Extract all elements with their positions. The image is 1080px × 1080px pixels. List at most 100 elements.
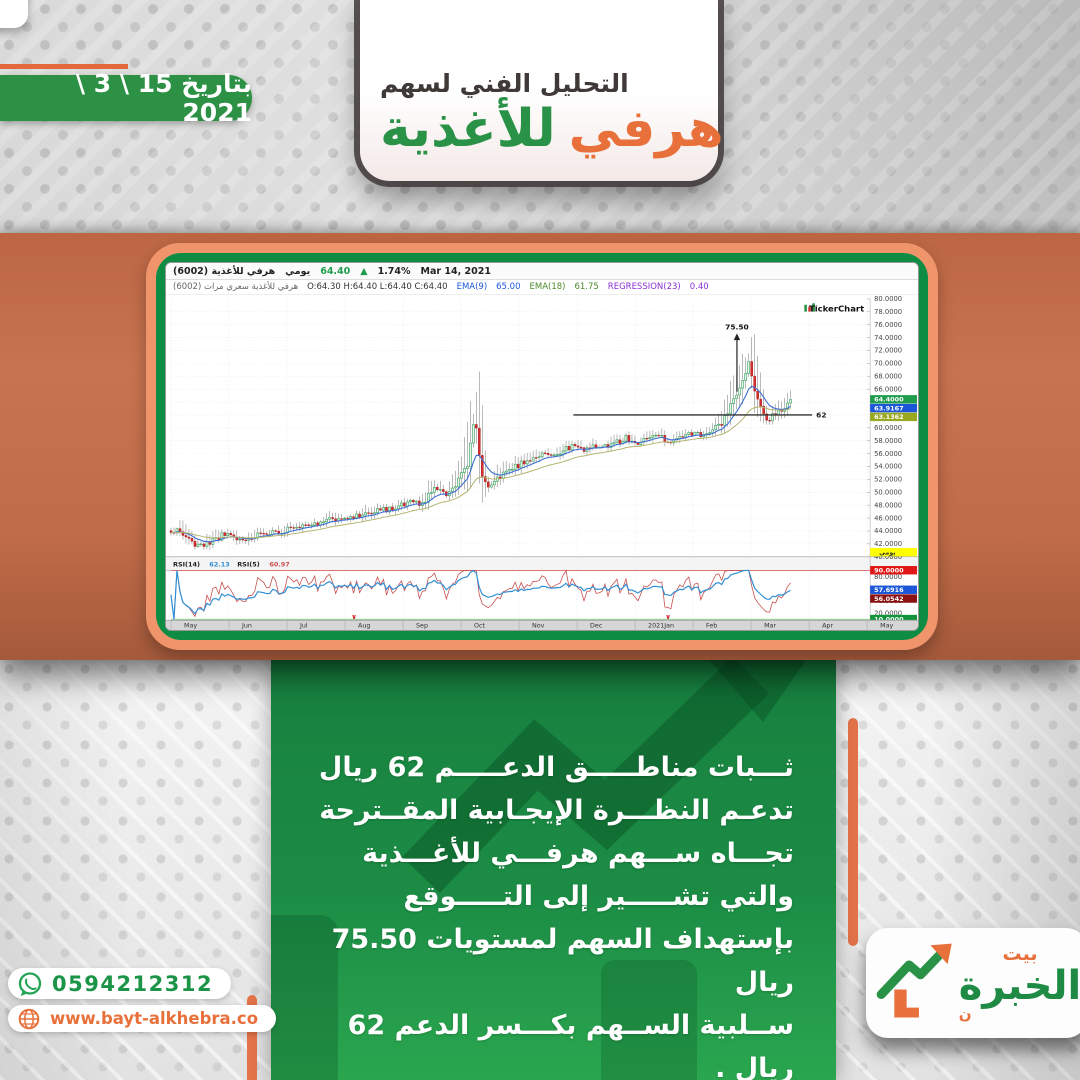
analysis-line: والتي تشـــــير إلى التـــــوقع: [403, 881, 794, 912]
svg-text:Sep: Sep: [416, 623, 428, 630]
svg-text:63.9167: 63.9167: [874, 404, 903, 412]
svg-text:70.0000: 70.0000: [874, 360, 902, 368]
svg-text:52.0000: 52.0000: [874, 476, 902, 484]
svg-text:54.0000: 54.0000: [874, 463, 902, 471]
svg-text:80.0000: 80.0000: [874, 295, 902, 303]
svg-text:76.0000: 76.0000: [874, 321, 902, 329]
svg-text:74.0000: 74.0000: [874, 334, 902, 342]
chart-last-price: 64.40: [320, 266, 351, 277]
svg-text:68.0000: 68.0000: [874, 373, 902, 381]
svg-text:Nov: Nov: [532, 623, 545, 630]
logo-word-top: بيت: [1002, 942, 1038, 965]
brand-logo-text: بيت الخبرة ن: [958, 942, 1080, 1023]
ema2-label: EMA(18): [529, 282, 566, 292]
analysis-line: بإستهداف السهم لمستويات 75.50 ريال: [331, 924, 794, 998]
svg-text:∨: ∨: [351, 613, 357, 621]
svg-text:44.0000: 44.0000: [874, 527, 902, 535]
stock-name-word1: هرفي: [568, 99, 724, 160]
svg-text:46.0000: 46.0000: [874, 514, 902, 522]
analysis-line: ســلبية الســهم بكـــسر الدعم 62 ريال .: [347, 1010, 794, 1080]
chart-series-name: هرفي للأغذية سعري مرات (6002): [173, 282, 299, 292]
analysis-line: تدعـم النظـــرة الإيجـابية المقــترحة: [319, 795, 794, 826]
svg-text:60.0000: 60.0000: [874, 424, 902, 432]
logo-small-letter: ن: [958, 1004, 972, 1023]
svg-text:75.50: 75.50: [725, 322, 749, 331]
analysis-text: ثـــبات مناطـــــق الدعـــــم 62 ريال تد…: [271, 746, 836, 1080]
regression-label: REGRESSION(23): [607, 282, 681, 292]
svg-text:56.0000: 56.0000: [874, 450, 902, 458]
corner-decoration: [0, 0, 28, 28]
chart-period: يومي: [285, 266, 311, 277]
svg-text:RSI(14): RSI(14): [173, 561, 200, 569]
svg-text:58.0000: 58.0000: [874, 437, 902, 445]
svg-text:Oct: Oct: [474, 623, 486, 630]
phone-number: 0594212312: [52, 971, 214, 996]
chart-date: Mar 14, 2021: [420, 266, 491, 277]
chart-band: هرفي للأغذية (6002) يومي 64.40 ▲ 1.74% M…: [0, 233, 1080, 660]
ema1-value: 65.00: [496, 282, 521, 292]
ema2-value: 61.75: [574, 282, 599, 292]
svg-text:72.0000: 72.0000: [874, 347, 902, 355]
contact-block: 0594212312 www.bayt-alkhebra.co: [8, 968, 277, 1032]
svg-text:62: 62: [816, 410, 826, 419]
arrow-watermark-icon: [271, 660, 807, 1080]
chart-info-line2: هرفي للأغذية سعري مرات (6002) O:64.30 H:…: [166, 280, 918, 295]
chart-frame: هرفي للأغذية (6002) يومي 64.40 ▲ 1.74% M…: [146, 243, 938, 650]
svg-text:62.13: 62.13: [209, 561, 229, 569]
svg-text:50.0000: 50.0000: [874, 489, 902, 497]
house-arrow-logo-icon: [876, 943, 952, 1018]
analysis-line: ثـــبات مناطـــــق الدعـــــم 62 ريال: [318, 752, 794, 783]
svg-text:يومي: يومي: [879, 549, 896, 556]
svg-text:20.0000: 20.0000: [874, 609, 902, 617]
website-pill[interactable]: www.bayt-alkhebra.co: [8, 1005, 277, 1032]
svg-text:Aug: Aug: [358, 623, 370, 630]
svg-text:57.6916: 57.6916: [874, 586, 904, 594]
logo-word-main: الخبرة: [958, 962, 1080, 1009]
tickerchart-screenshot: هرفي للأغذية (6002) يومي 64.40 ▲ 1.74% M…: [165, 262, 919, 631]
svg-text:64.4000: 64.4000: [874, 396, 904, 404]
svg-text:60.97: 60.97: [269, 561, 289, 569]
svg-text:90.0000: 90.0000: [874, 567, 904, 575]
svg-text:48.0000: 48.0000: [874, 501, 902, 509]
chart-frame-inner: هرفي للأغذية (6002) يومي 64.40 ▲ 1.74% M…: [156, 253, 928, 640]
svg-text:May: May: [184, 623, 197, 630]
analysis-line: تجـــاه ســـهم هرفـــي للأغـــذية: [362, 838, 794, 869]
accent-line: [0, 64, 128, 69]
svg-text:56.0542: 56.0542: [874, 595, 903, 603]
title-card: التحليل الفني لسهم هرفي للأغذية: [360, 0, 724, 181]
up-arrow-icon: ▲: [360, 266, 368, 277]
ema1-label: EMA(9): [456, 282, 488, 292]
date-ribbon: بتاريخ 15 \ 3 \ 2021: [0, 69, 252, 127]
svg-text:Apr: Apr: [822, 623, 833, 630]
svg-text:40.0000: 40.0000: [874, 553, 902, 561]
analysis-panel: ثـــبات مناطـــــق الدعـــــم 62 ريال تد…: [271, 660, 836, 1080]
date-text: بتاريخ 15 \ 3 \ 2021: [75, 69, 252, 127]
svg-text:2021Jan: 2021Jan: [648, 623, 674, 630]
price-chart-svg: 62 75.50 RSI(14) 62.13 RSI(5) 60.97 80.0000 78.…: [166, 295, 918, 630]
globe-icon: [18, 1008, 40, 1029]
brand-logo-card: بيت الخبرة ن: [866, 928, 1080, 1038]
chart-info-line1: هرفي للأغذية (6002) يومي 64.40 ▲ 1.74% M…: [166, 263, 918, 280]
svg-text:10.0000: 10.0000: [874, 615, 904, 623]
svg-text:TickerChart: TickerChart: [809, 304, 864, 314]
svg-text:May: May: [880, 623, 893, 630]
accent-bar-right: [848, 718, 858, 946]
footer-section: ثـــبات مناطـــــق الدعـــــم 62 ريال تد…: [0, 660, 1080, 1080]
svg-text:Mar: Mar: [764, 623, 776, 630]
chart-change-pct: 1.74%: [377, 266, 411, 277]
svg-text:66.0000: 66.0000: [874, 385, 902, 393]
svg-text:RSI(5): RSI(5): [237, 561, 260, 569]
chart-symbol-name: هرفي للأغذية (6002): [173, 266, 276, 277]
svg-text:78.0000: 78.0000: [874, 308, 902, 316]
svg-text:63.1362: 63.1362: [874, 413, 903, 421]
svg-text:∨: ∨: [665, 613, 671, 621]
stock-title: هرفي للأغذية: [380, 102, 724, 157]
stock-name-word2: للأغذية: [380, 99, 556, 160]
subtitle: التحليل الفني لسهم: [380, 69, 629, 99]
svg-text:Dec: Dec: [590, 623, 603, 630]
whatsapp-pill[interactable]: 0594212312: [8, 968, 232, 999]
regression-value: 0.40: [689, 282, 709, 292]
website-url: www.bayt-alkhebra.co: [50, 1009, 259, 1028]
header-section: بتاريخ 15 \ 3 \ 2021 التحليل الفني لسهم …: [0, 0, 1080, 233]
